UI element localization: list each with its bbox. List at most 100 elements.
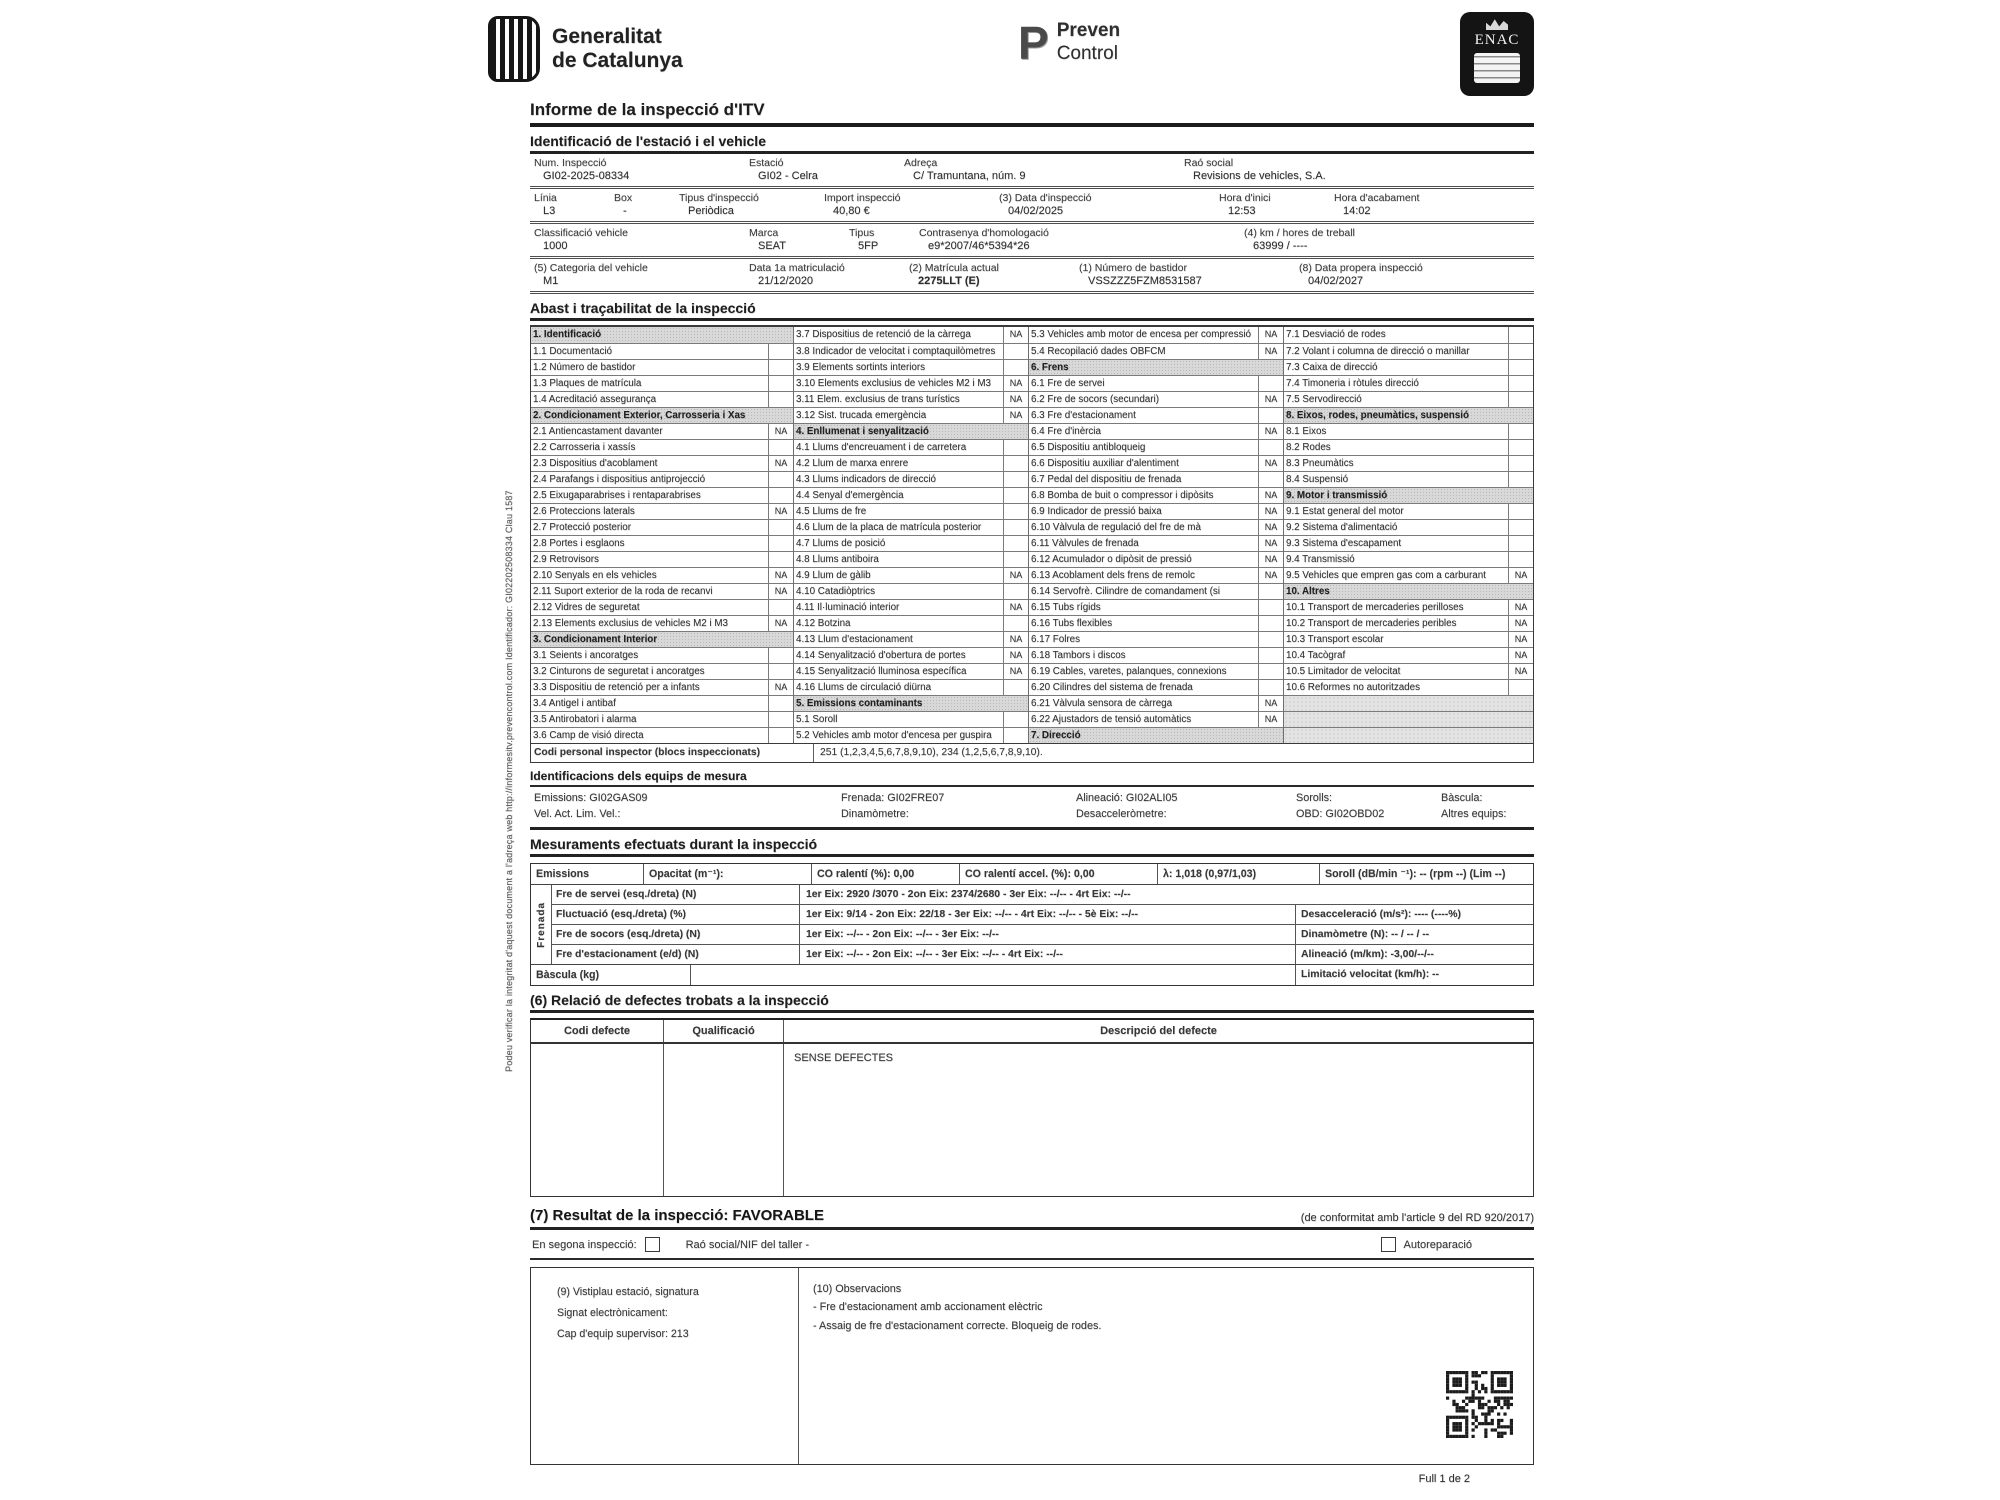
abast-item-label: 6.9 Indicador de pressió baixa bbox=[1031, 506, 1162, 517]
abast-item-row: 7.3 Caixa de direcció bbox=[1284, 359, 1533, 375]
abast-status-box bbox=[1003, 360, 1028, 375]
abast-item-label: 6.6 Dispositiu auxiliar d'alentiment bbox=[1031, 458, 1179, 469]
abast-section-header: 8. Eixos, rodes, pneumàtics, suspensió bbox=[1284, 407, 1533, 423]
abast-item-label: 4.10 Catadiòptrics bbox=[796, 586, 875, 597]
braking-values: 1er Eix: --/-- - 2on Eix: --/-- - 3er Ei… bbox=[806, 949, 1063, 960]
ident-field-value: 04/02/2027 bbox=[1308, 275, 1364, 287]
braking-values: 1er Eix: 9/14 - 2on Eix: 22/18 - 3er Eix… bbox=[806, 909, 1139, 920]
abast-item-row: 2.5 Eixugaparabrises i rentaparabrises bbox=[531, 487, 793, 503]
abast-item-row: 3.12 Sist. trucada emergència NA bbox=[794, 407, 1028, 423]
ident-field: Hora d'inici 12:53 bbox=[1215, 192, 1330, 217]
abast-item-label: 8.1 Eixos bbox=[1286, 426, 1327, 437]
abast-item-label: 2.1 Antiencastament davanter bbox=[533, 426, 663, 437]
abast-status-box: NA bbox=[1258, 520, 1283, 535]
abast-status-box: NA bbox=[1258, 456, 1283, 471]
abast-section-header: 1. Identificació bbox=[531, 327, 793, 343]
abast-item-row: 9.5 Vehicles que empren gas com a carbur… bbox=[1284, 567, 1533, 583]
abast-status-box: NA bbox=[1003, 664, 1028, 679]
abast-status-box bbox=[768, 728, 793, 743]
abast-status-box bbox=[1508, 327, 1533, 343]
abast-item-row: 4.8 Llums antiboira bbox=[794, 551, 1028, 567]
inspection-items-table: 1. Identificació 1.1 Documentació 1.2 Núme… bbox=[530, 325, 1534, 744]
abast-item-row: 8.1 Eixos bbox=[1284, 423, 1533, 439]
enac-badge: ENAC bbox=[1460, 12, 1534, 96]
abast-item-row: 1.1 Documentació bbox=[531, 343, 793, 359]
abast-item-label: 7. Direcció bbox=[1031, 730, 1081, 741]
abast-item-label: 3.8 Indicador de velocitat i comptaquilò… bbox=[796, 346, 996, 357]
ident-field-value: 40,80 € bbox=[833, 205, 870, 217]
abast-item-row: 2.13 Elements exclusius de vehicles M2 i… bbox=[531, 615, 793, 631]
signature-line: (9) Vistiplau estació, signatura bbox=[557, 1286, 699, 1298]
abast-item-row: 3.5 Antirobatori i alarma bbox=[531, 711, 793, 727]
ident-field: Data 1a matriculació 21/12/2020 bbox=[745, 262, 905, 287]
abast-item-label: 2.2 Carrosseria i xassís bbox=[533, 442, 636, 453]
section-defectes-title: (6) Relació de defectes trobats a la ins… bbox=[530, 992, 1534, 1013]
abast-status-box: NA bbox=[1258, 424, 1283, 439]
abast-status-box: NA bbox=[1258, 344, 1283, 359]
abast-status-box bbox=[1508, 536, 1533, 551]
abast-item-row: 3.1 Seients i ancoratges bbox=[531, 647, 793, 663]
prevencontrol-text: Preven Control bbox=[1057, 20, 1120, 66]
ident-field-value: C/ Tramuntana, núm. 9 bbox=[913, 170, 1026, 182]
abast-status-box bbox=[1003, 680, 1028, 695]
abast-status-box: NA bbox=[1003, 327, 1028, 343]
abast-item-row: 1.2 Número de bastidor bbox=[531, 359, 793, 375]
abast-item-row: 6.14 Servofrè. Cilindre de comandament (… bbox=[1029, 583, 1283, 599]
inspector-code-label: Codi personal inspector (blocs inspeccio… bbox=[531, 744, 814, 762]
abast-item-label: 9.3 Sistema d'escapament bbox=[1286, 538, 1402, 549]
equipment-cell: OBD: GI02OBD02 bbox=[1296, 808, 1385, 820]
gencat-line2: de Catalunya bbox=[552, 49, 683, 72]
abast-item-label: 10.4 Tacògraf bbox=[1286, 650, 1346, 661]
abast-item-label: 6.5 Dispositiu antibloqueig bbox=[1031, 442, 1146, 453]
equipment-cell: Desacceleròmetre: bbox=[1076, 808, 1167, 820]
abast-status-box: NA bbox=[1258, 392, 1283, 407]
abast-item-label: 6.8 Bomba de buit o compressor i dipòsit… bbox=[1031, 490, 1214, 501]
abast-item-label: 4.12 Botzina bbox=[796, 618, 851, 629]
ident-field: Import inspecció 40,80 € bbox=[820, 192, 995, 217]
result-regulation-note: (de conformitat amb l'article 9 del RD 9… bbox=[1300, 1212, 1534, 1224]
equipment-row: Vel. Act. Lim. Vel.: Dinamòmetre: Desaccel… bbox=[530, 806, 1534, 822]
abast-item-label: 3.4 Antigel i antibaf bbox=[533, 698, 616, 709]
abast-item-row: 4.4 Senyal d'emergència bbox=[794, 487, 1028, 503]
equipment-cell: Vel. Act. Lim. Vel.: bbox=[534, 808, 621, 820]
abast-item-row: 10.3 Transport escolar NA bbox=[1284, 631, 1533, 647]
abast-status-box bbox=[768, 696, 793, 711]
ident-field-value: GI02 - Celra bbox=[758, 170, 818, 182]
abast-status-box: NA bbox=[768, 568, 793, 583]
abast-item-row: 6.3 Fre d'estacionament bbox=[1029, 407, 1283, 423]
ident-field: Tipus 5FP bbox=[845, 227, 915, 252]
abast-item-row: 6.4 Fre d'inèrcia NA bbox=[1029, 423, 1283, 439]
abast-item-label: 8.4 Suspensió bbox=[1286, 474, 1349, 485]
page-title: Informe de la inspecció d'ITV bbox=[530, 100, 765, 119]
abast-item-label: 5.1 Soroll bbox=[796, 714, 838, 725]
abast-item-label: 4.5 Llums de fre bbox=[796, 506, 867, 517]
emissions-measurements-row: Emissions Opacitat (m⁻¹): CO ralentí (%): … bbox=[531, 864, 1533, 885]
abast-item-label: 10.3 Transport escolar bbox=[1286, 634, 1384, 645]
second-inspection-checkbox bbox=[644, 1237, 660, 1252]
abast-item-label: 3. Condicionament Interior bbox=[533, 634, 658, 645]
abast-item-label: 4.16 Llums de circulació diürna bbox=[796, 682, 932, 693]
equipment-cell: Emissions: GI02GAS09 bbox=[534, 792, 648, 804]
abast-status-box bbox=[1508, 344, 1533, 359]
abast-item-row: 6.9 Indicador de pressió baixa NA bbox=[1029, 503, 1283, 519]
emissions-cell: Opacitat (m⁻¹): bbox=[643, 864, 811, 884]
braking-extra-cell: Desacceleració (m/s²): ---- (----%) bbox=[1295, 905, 1533, 924]
section-abast-title: Abast i traçabilitat de la inspecció bbox=[530, 300, 1534, 321]
ident-field: Marca SEAT bbox=[745, 227, 845, 252]
gencat-logo-text: Generalitat de Catalunya bbox=[552, 25, 683, 73]
abast-item-label: 6.21 Vàlvula sensora de càrrega bbox=[1031, 698, 1173, 709]
ident-field: Adreça C/ Tramuntana, núm. 9 bbox=[900, 157, 1180, 182]
enac-label: ENAC bbox=[1474, 32, 1520, 48]
braking-values: 1er Eix: --/-- - 2on Eix: --/-- - 3er Ei… bbox=[806, 929, 999, 940]
abast-status-box bbox=[1508, 360, 1533, 375]
abast-item-row: 6.2 Fre de socors (secundari) NA bbox=[1029, 391, 1283, 407]
abast-item-row: 3.10 Elements exclusius de vehicles M2 i… bbox=[794, 375, 1028, 391]
abast-item-label: 2.6 Proteccions laterals bbox=[533, 506, 635, 517]
abast-item-label: 6.3 Fre d'estacionament bbox=[1031, 410, 1136, 421]
abast-item-label: 4.13 Llum d'estacionament bbox=[796, 634, 913, 645]
abast-status-box: NA bbox=[1258, 696, 1283, 711]
ident-field-label: (5) Categoria del vehicle bbox=[534, 262, 648, 274]
braking-extra-cell: Alineació (m/km): -3,00/--/-- bbox=[1295, 945, 1533, 964]
ident-field-label: Tipus d'inspecció bbox=[679, 192, 759, 204]
abast-status-box bbox=[768, 360, 793, 375]
